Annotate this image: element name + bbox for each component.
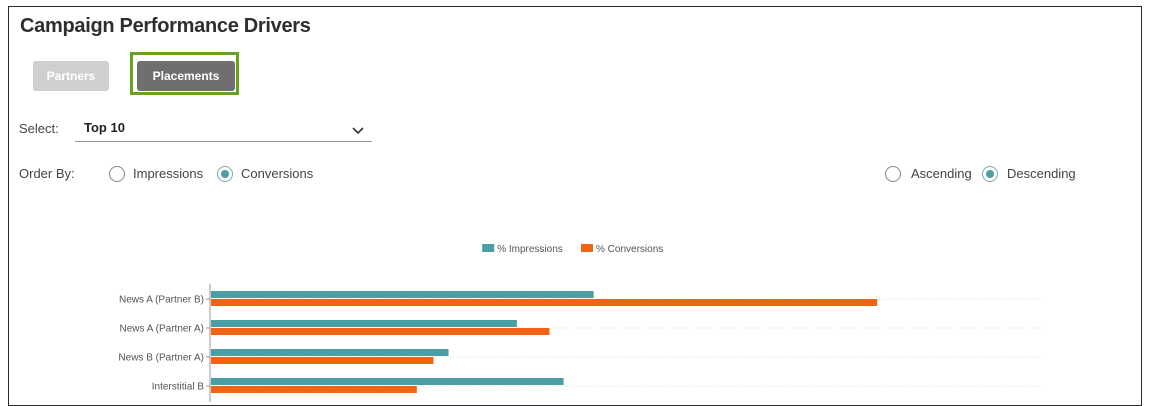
bar-impressions [211, 320, 517, 327]
category-label: Interstitial B [152, 382, 205, 393]
bar-impressions [211, 349, 449, 356]
order-by-label: Order By: [19, 166, 75, 181]
select-label: Select: [19, 121, 59, 136]
panel-title: Campaign Performance Drivers [20, 15, 311, 37]
legend-label-impressions: % Impressions [497, 244, 563, 255]
campaign-performance-panel: Campaign Performance Drivers Partners Pl… [8, 6, 1142, 406]
placements-bar-chart: % Impressions % Conversions News A (Partne… [118, 244, 1044, 402]
radio-impressions[interactable] [109, 166, 125, 182]
radio-descending[interactable] [982, 166, 998, 182]
select-value: Top 10 [84, 120, 125, 135]
legend-swatch-impressions [482, 244, 495, 252]
category-label: News B (Partner A) [118, 353, 204, 364]
tab-placements[interactable]: Placements [137, 61, 235, 91]
tab-partners[interactable]: Partners [33, 61, 109, 91]
legend-swatch-conversions [581, 244, 593, 252]
legend-label-conversions: % Conversions [596, 244, 663, 255]
bar-conversions [211, 386, 417, 393]
bar-conversions [211, 299, 878, 306]
bar-conversions [211, 357, 434, 364]
category-label: News A (Partner B) [119, 295, 204, 306]
radio-ascending[interactable] [885, 166, 901, 182]
bar-impressions [211, 378, 564, 385]
chevron-down-icon [352, 122, 364, 140]
bar-conversions [211, 328, 550, 335]
category-label: News A (Partner A) [120, 324, 204, 335]
radio-descending-label: Descending [1007, 166, 1076, 181]
radio-conversions[interactable] [217, 166, 233, 182]
radio-ascending-label: Ascending [911, 166, 972, 181]
radio-conversions-label: Conversions [241, 166, 314, 181]
radio-impressions-label: Impressions [133, 166, 204, 181]
bar-impressions [211, 291, 594, 298]
top-n-select[interactable]: Top 10 [75, 114, 372, 142]
